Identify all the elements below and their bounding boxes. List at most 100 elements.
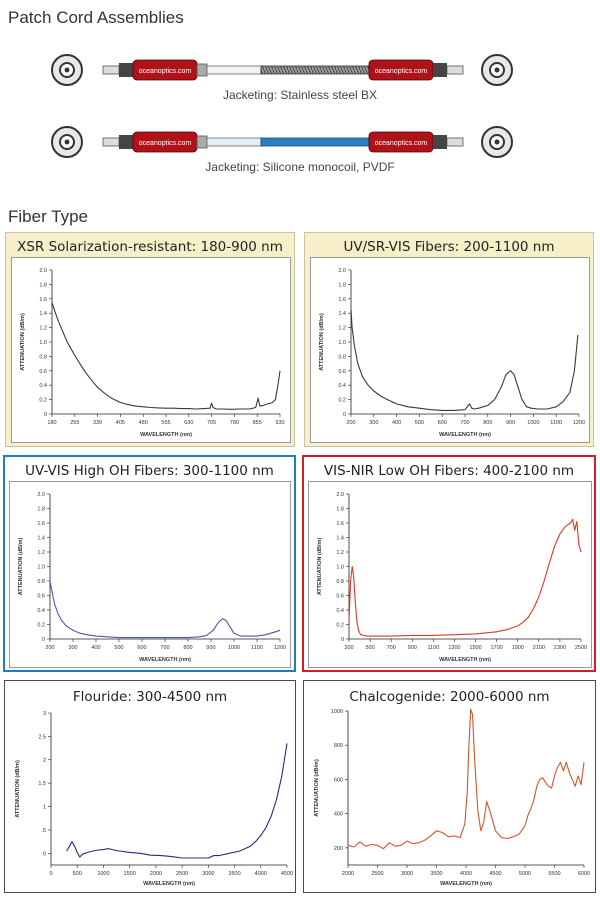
y-tick-label: 0 <box>42 637 45 643</box>
x-tick-label: 500 <box>73 871 82 877</box>
x-axis-label: WAVELENGTH (nm) <box>440 881 492 887</box>
x-tick-label: 800 <box>183 645 192 651</box>
x-tick-label: 4500 <box>281 871 293 877</box>
x-tick-label: 1000 <box>527 420 539 426</box>
x-tick-label: 1200 <box>573 420 585 426</box>
chart-title: Chalcogenide: 2000-6000 nm <box>349 689 550 705</box>
x-tick-label: 700 <box>387 645 396 651</box>
y-tick-label: 1.8 <box>37 507 45 513</box>
x-tick-label: 2500 <box>176 871 188 877</box>
x-tick-label: 5000 <box>519 871 531 877</box>
series-line <box>66 743 288 859</box>
x-tick-label: 2500 <box>575 645 587 651</box>
x-axis-label: WAVELENGTH (nm) <box>143 881 195 887</box>
x-tick-label: 1500 <box>124 871 136 877</box>
y-tick-label: 0.2 <box>39 398 47 404</box>
x-tick-label: 900 <box>408 645 417 651</box>
x-tick-label: 500 <box>365 645 374 651</box>
patch-cord-1: oceanoptics.com oceanoptics.com <box>51 54 513 86</box>
x-tick-label: 705 <box>207 420 216 426</box>
y-tick-label: 0.6 <box>338 369 346 375</box>
x-tick-label: 405 <box>116 420 125 426</box>
fiber-type-title: Fiber Type <box>8 207 89 226</box>
y-tick-label: 400 <box>334 812 343 818</box>
y-tick-label: 1 <box>43 805 46 811</box>
y-tick-label: 0.4 <box>338 383 346 389</box>
x-tick-label: 1700 <box>491 645 503 651</box>
x-tick-label: 780 <box>230 420 239 426</box>
y-tick-label: 0.8 <box>39 354 47 360</box>
y-tick-label: 1.2 <box>39 326 47 332</box>
y-tick-label: 2.0 <box>338 268 346 274</box>
y-tick-label: 1.4 <box>39 311 47 317</box>
chart-title: UV/SR-VIS Fibers: 200-1100 nm <box>343 239 555 255</box>
y-tick-label: 1.0 <box>336 565 344 571</box>
x-tick-label: 300 <box>369 420 378 426</box>
x-tick-label: 630 <box>184 420 193 426</box>
x-tick-label: 600 <box>438 420 447 426</box>
chart-panel-flouride: Flouride: 300-4500 nm 0 .5 1 1.5 2 2.5 3 0 500 10… <box>4 680 296 893</box>
y-tick-label: 800 <box>334 743 343 749</box>
y-axis-label: ATTENUATION (dB/m) <box>18 538 24 596</box>
chart-uvvis: 0 0.2 0.4 0.6 0.8 1.0 1.2 1.4 1.6 1.8 2.0 200 300 400… <box>18 492 286 663</box>
y-tick-label: 1.6 <box>39 297 47 303</box>
x-tick-label: 700 <box>160 645 169 651</box>
x-tick-label: 330 <box>93 420 102 426</box>
connector-end-icon <box>51 126 83 158</box>
x-tick-label: 200 <box>45 645 54 651</box>
y-tick-label: 2.0 <box>37 492 45 498</box>
y-axis-label: ATTENUATION (dB/m) <box>314 759 320 817</box>
connector-end-icon <box>51 54 83 86</box>
y-tick-label: 2.0 <box>39 268 47 274</box>
y-tick-label: 1.4 <box>37 536 45 542</box>
y-tick-label: 0 <box>343 412 346 418</box>
y-tick-label: 1.5 <box>38 781 46 787</box>
x-tick-label: 4500 <box>489 871 501 877</box>
series-line <box>347 708 585 850</box>
x-axis-label: WAVELENGTH (nm) <box>439 657 491 663</box>
series-line <box>348 518 582 637</box>
x-tick-label: 1100 <box>251 645 263 651</box>
chart-title: UV-VIS High OH Fibers: 300-1100 nm <box>25 463 274 479</box>
y-tick-label: 1.0 <box>37 565 45 571</box>
x-tick-label: 1100 <box>427 645 439 651</box>
y-axis-label: ATTENUATION (dB/m) <box>15 760 21 818</box>
x-tick-label: 2000 <box>342 871 354 877</box>
y-tick-label: 0 <box>44 412 47 418</box>
y-tick-label: 1.6 <box>338 297 346 303</box>
connector-end-icon <box>481 126 513 158</box>
x-tick-label: 3000 <box>401 871 413 877</box>
cord-1-caption: Jacketing: Stainless steel BX <box>222 88 378 102</box>
y-tick-label: 1.2 <box>37 550 45 556</box>
x-tick-label: 3500 <box>228 871 240 877</box>
y-tick-label: 1.4 <box>338 311 346 317</box>
y-tick-label: 3 <box>43 711 46 717</box>
y-tick-label: 0.2 <box>336 623 344 629</box>
x-axis-label: WAVELENGTH (nm) <box>439 432 491 438</box>
x-tick-label: 500 <box>114 645 123 651</box>
x-tick-label: 1000 <box>228 645 240 651</box>
y-tick-label: 1.6 <box>336 521 344 527</box>
y-tick-label: 2 <box>43 758 46 764</box>
x-tick-label: 200 <box>346 420 355 426</box>
series-line <box>51 302 281 410</box>
y-tick-label: 1.2 <box>338 326 346 332</box>
y-tick-label: 0.8 <box>37 579 45 585</box>
y-tick-label: 1.8 <box>39 282 47 288</box>
y-tick-label: 0.4 <box>39 383 47 389</box>
x-tick-label: 900 <box>506 420 515 426</box>
x-tick-label: 855 <box>253 420 262 426</box>
y-tick-label: 1000 <box>331 709 343 715</box>
x-tick-label: 0 <box>49 871 52 877</box>
connector-brand-label: oceanoptics.com <box>375 68 428 75</box>
x-tick-label: 1200 <box>274 645 286 651</box>
x-tick-label: 480 <box>139 420 148 426</box>
y-axis-label: ATTENUATION (dB/m) <box>20 313 26 371</box>
chart-title: VIS-NIR Low OH Fibers: 400-2100 nm <box>323 463 575 479</box>
y-tick-label: 1.8 <box>336 507 344 513</box>
y-tick-label: 0 <box>43 851 46 857</box>
x-tick-label: 180 <box>47 420 56 426</box>
y-tick-label: 0.6 <box>39 369 47 375</box>
x-tick-label: 4000 <box>255 871 267 877</box>
y-tick-label: 0 <box>341 637 344 643</box>
